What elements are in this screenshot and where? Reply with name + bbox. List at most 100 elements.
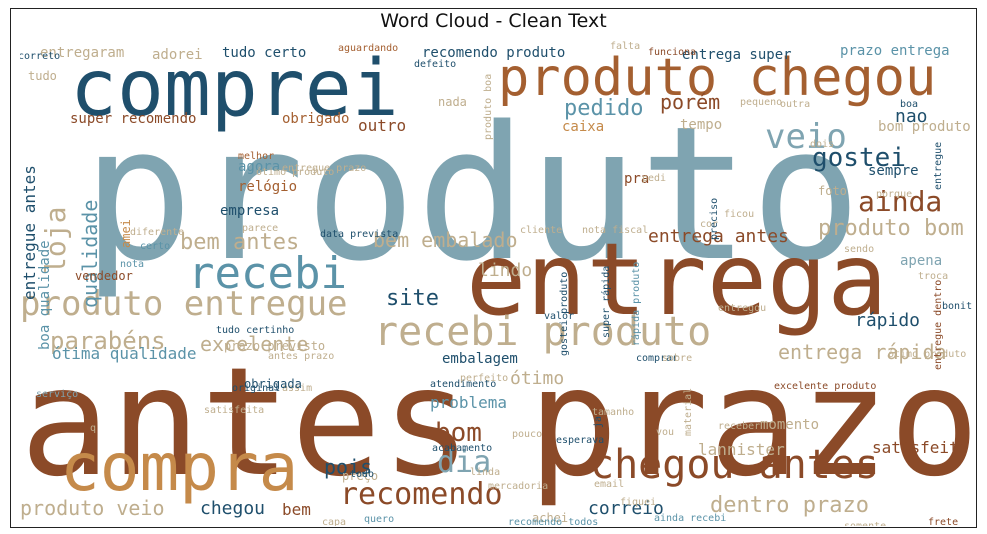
cloud-word-rapido: rápido	[855, 310, 921, 331]
cloud-word-nota: nota	[120, 259, 145, 270]
cloud-word-porem: porém	[660, 90, 721, 114]
cloud-word-parabens: parabéns	[50, 327, 166, 355]
cloud-word-melhor: melhor	[238, 151, 275, 162]
cloud-word-porque: porque	[876, 189, 913, 200]
cloud-word-momento: momento	[760, 417, 820, 433]
cloud-word-material: material	[683, 387, 694, 436]
cloud-word-chegou-antes: chegou antes	[590, 442, 879, 488]
cloud-word-produto: produto	[82, 86, 862, 302]
cloud-word-lindo: lindo	[478, 260, 533, 281]
cloud-word-produto-boa: produto boa	[483, 73, 494, 140]
cloud-word-preciso: preciso	[709, 197, 720, 240]
cloud-word-excelente: excelente	[200, 332, 309, 356]
cloud-word-correto: correto	[20, 51, 61, 62]
cloud-word-satisfeito: satisfeito	[872, 438, 969, 457]
chart-title: Word Cloud - Clean Text	[380, 10, 607, 32]
cloud-word-relogio: relógio	[238, 179, 298, 195]
cloud-word-linda: linda	[470, 467, 501, 478]
cloud-word-pequeno: pequeno	[740, 97, 783, 108]
cloud-word-funciona: funciona	[648, 47, 697, 58]
cloud-word-somente: somente	[844, 522, 886, 527]
cloud-word-tudo: tudo	[28, 69, 57, 83]
cloud-word-comprar: comprar	[636, 353, 679, 364]
cloud-word-otima-qualidade: ótima qualidade	[52, 344, 197, 363]
cloud-word-qualidade: qualidade	[78, 199, 102, 308]
cloud-word-site: site	[386, 286, 439, 311]
cloud-word-pois: pois	[324, 455, 373, 479]
cloud-word-caixa: caixa	[562, 119, 605, 135]
cloud-word-agora: agora	[238, 159, 281, 175]
cloud-word-nada: nada	[438, 95, 467, 109]
cloud-word-antes-prazo: antes prazo	[268, 351, 335, 362]
cloud-word-prazo-entrega: prazo entrega	[840, 43, 950, 59]
cloud-word-entrega-super: entrega super	[682, 47, 792, 63]
cloud-word-frete: frete	[928, 517, 959, 527]
cloud-word-bem-embalado: bem embalado	[373, 228, 518, 252]
cloud-word-entregue-antes: entregue antes	[20, 165, 39, 300]
cloud-word-satisfeita: satisfeita	[204, 405, 265, 416]
cloud-word-entregou: entregou	[718, 303, 767, 314]
cloud-word-entregue-dentro: entregue dentro	[933, 279, 944, 370]
cloud-word-otimo-produto: ótimo produto	[256, 167, 335, 178]
cloud-word-super-recomendo: super recomendo	[70, 111, 197, 127]
cloud-word-pedi: pedi	[642, 173, 667, 184]
cloud-word-data-prevista: data prevista	[320, 229, 399, 240]
cloud-word-rapida-produto: rápida produto	[631, 261, 642, 346]
cloud-word-dois: dois	[810, 139, 835, 150]
cloud-word-recomendo: recomendo	[340, 477, 503, 512]
cloud-word-vou: vou	[656, 427, 675, 438]
cloud-word-esperava: esperava	[556, 435, 605, 446]
cloud-word-excelente-produto: excelente produto	[774, 381, 877, 392]
cloud-word-bem-antes: bem antes	[180, 230, 300, 255]
word-cloud: produto antes prazo entrega comprei produto c…	[20, 40, 972, 527]
cloud-word-boa-qualidade: boa qualidade	[37, 240, 53, 350]
cloud-word-entrega-antes: entrega antes	[648, 226, 789, 247]
cloud-word-empresa: empresa	[220, 203, 280, 219]
cloud-word-otimo-produto: ótimo produto	[888, 349, 967, 360]
cloud-word-boa: boa	[900, 99, 919, 110]
cloud-word-parece: parece	[242, 223, 279, 234]
cloud-word-chegou: chegou	[200, 498, 266, 519]
cloud-word-entrega: entrega	[466, 221, 888, 338]
cloud-word-produto-chegou: produto chegou	[498, 48, 937, 108]
cloud-word-prazo: prazo	[528, 336, 972, 510]
cloud-word-entregue-prazo: entregue prazo	[282, 163, 367, 174]
cloud-word-gostei: gostei	[812, 143, 906, 173]
cloud-word-correio: correio	[588, 498, 664, 519]
figure-frame	[10, 8, 977, 528]
cloud-word-sendo: sendo	[844, 244, 875, 255]
cloud-word-sobre: sobre	[662, 353, 693, 364]
cloud-word-obrigado: obrigado	[282, 111, 350, 127]
cloud-word-email: email	[594, 479, 625, 490]
cloud-word-achei: achei	[532, 511, 569, 525]
cloud-word-todo: todo	[350, 469, 375, 480]
cloud-word-apena: apena	[900, 253, 943, 269]
cloud-word-dentro-prazo: dentro prazo	[710, 493, 869, 518]
cloud-word-comprei: comprei	[70, 44, 399, 134]
cloud-word-entrega-rapida: entrega rápida	[778, 340, 947, 364]
cloud-word-ainda-recebi: ainda recebi	[654, 513, 727, 524]
cloud-word-recebi: recebi	[188, 248, 347, 299]
cloud-word-pouco: pouco	[512, 429, 543, 440]
cloud-word-vendedor: vendedor	[75, 269, 133, 283]
cloud-word-bem: bem	[282, 500, 311, 519]
cloud-word-produto-entregue: produto entregue	[20, 284, 348, 324]
cloud-word-bonito: bonito	[942, 301, 972, 312]
cloud-word-obrigada: obrigada	[244, 377, 302, 391]
cloud-word-tudo-certinho: tudo certinho	[216, 325, 295, 336]
cloud-word-bom: bom	[435, 418, 482, 448]
cloud-word-adorei: adorei	[152, 47, 203, 63]
cloud-word-fiquei: fiquei	[620, 497, 657, 508]
cloud-word-dia: dia	[437, 445, 492, 480]
cloud-word-embalagem: embalagem	[442, 351, 518, 367]
cloud-word-cor: cor	[700, 219, 719, 230]
cloud-word-recebi-produto: recebi produto	[374, 309, 712, 355]
cloud-word-compra: compra	[60, 429, 299, 506]
cloud-word-receber: receber	[718, 421, 761, 432]
cloud-word-foto: foto	[818, 184, 847, 198]
cloud-word-certo: certo	[140, 241, 171, 252]
cloud-word-acabamento: acabamento	[432, 443, 493, 454]
cloud-word-ainda: ainda	[858, 185, 943, 218]
cloud-word-produto-bom: produto bom	[818, 216, 964, 241]
cloud-word-diferente: diferente	[130, 227, 185, 238]
